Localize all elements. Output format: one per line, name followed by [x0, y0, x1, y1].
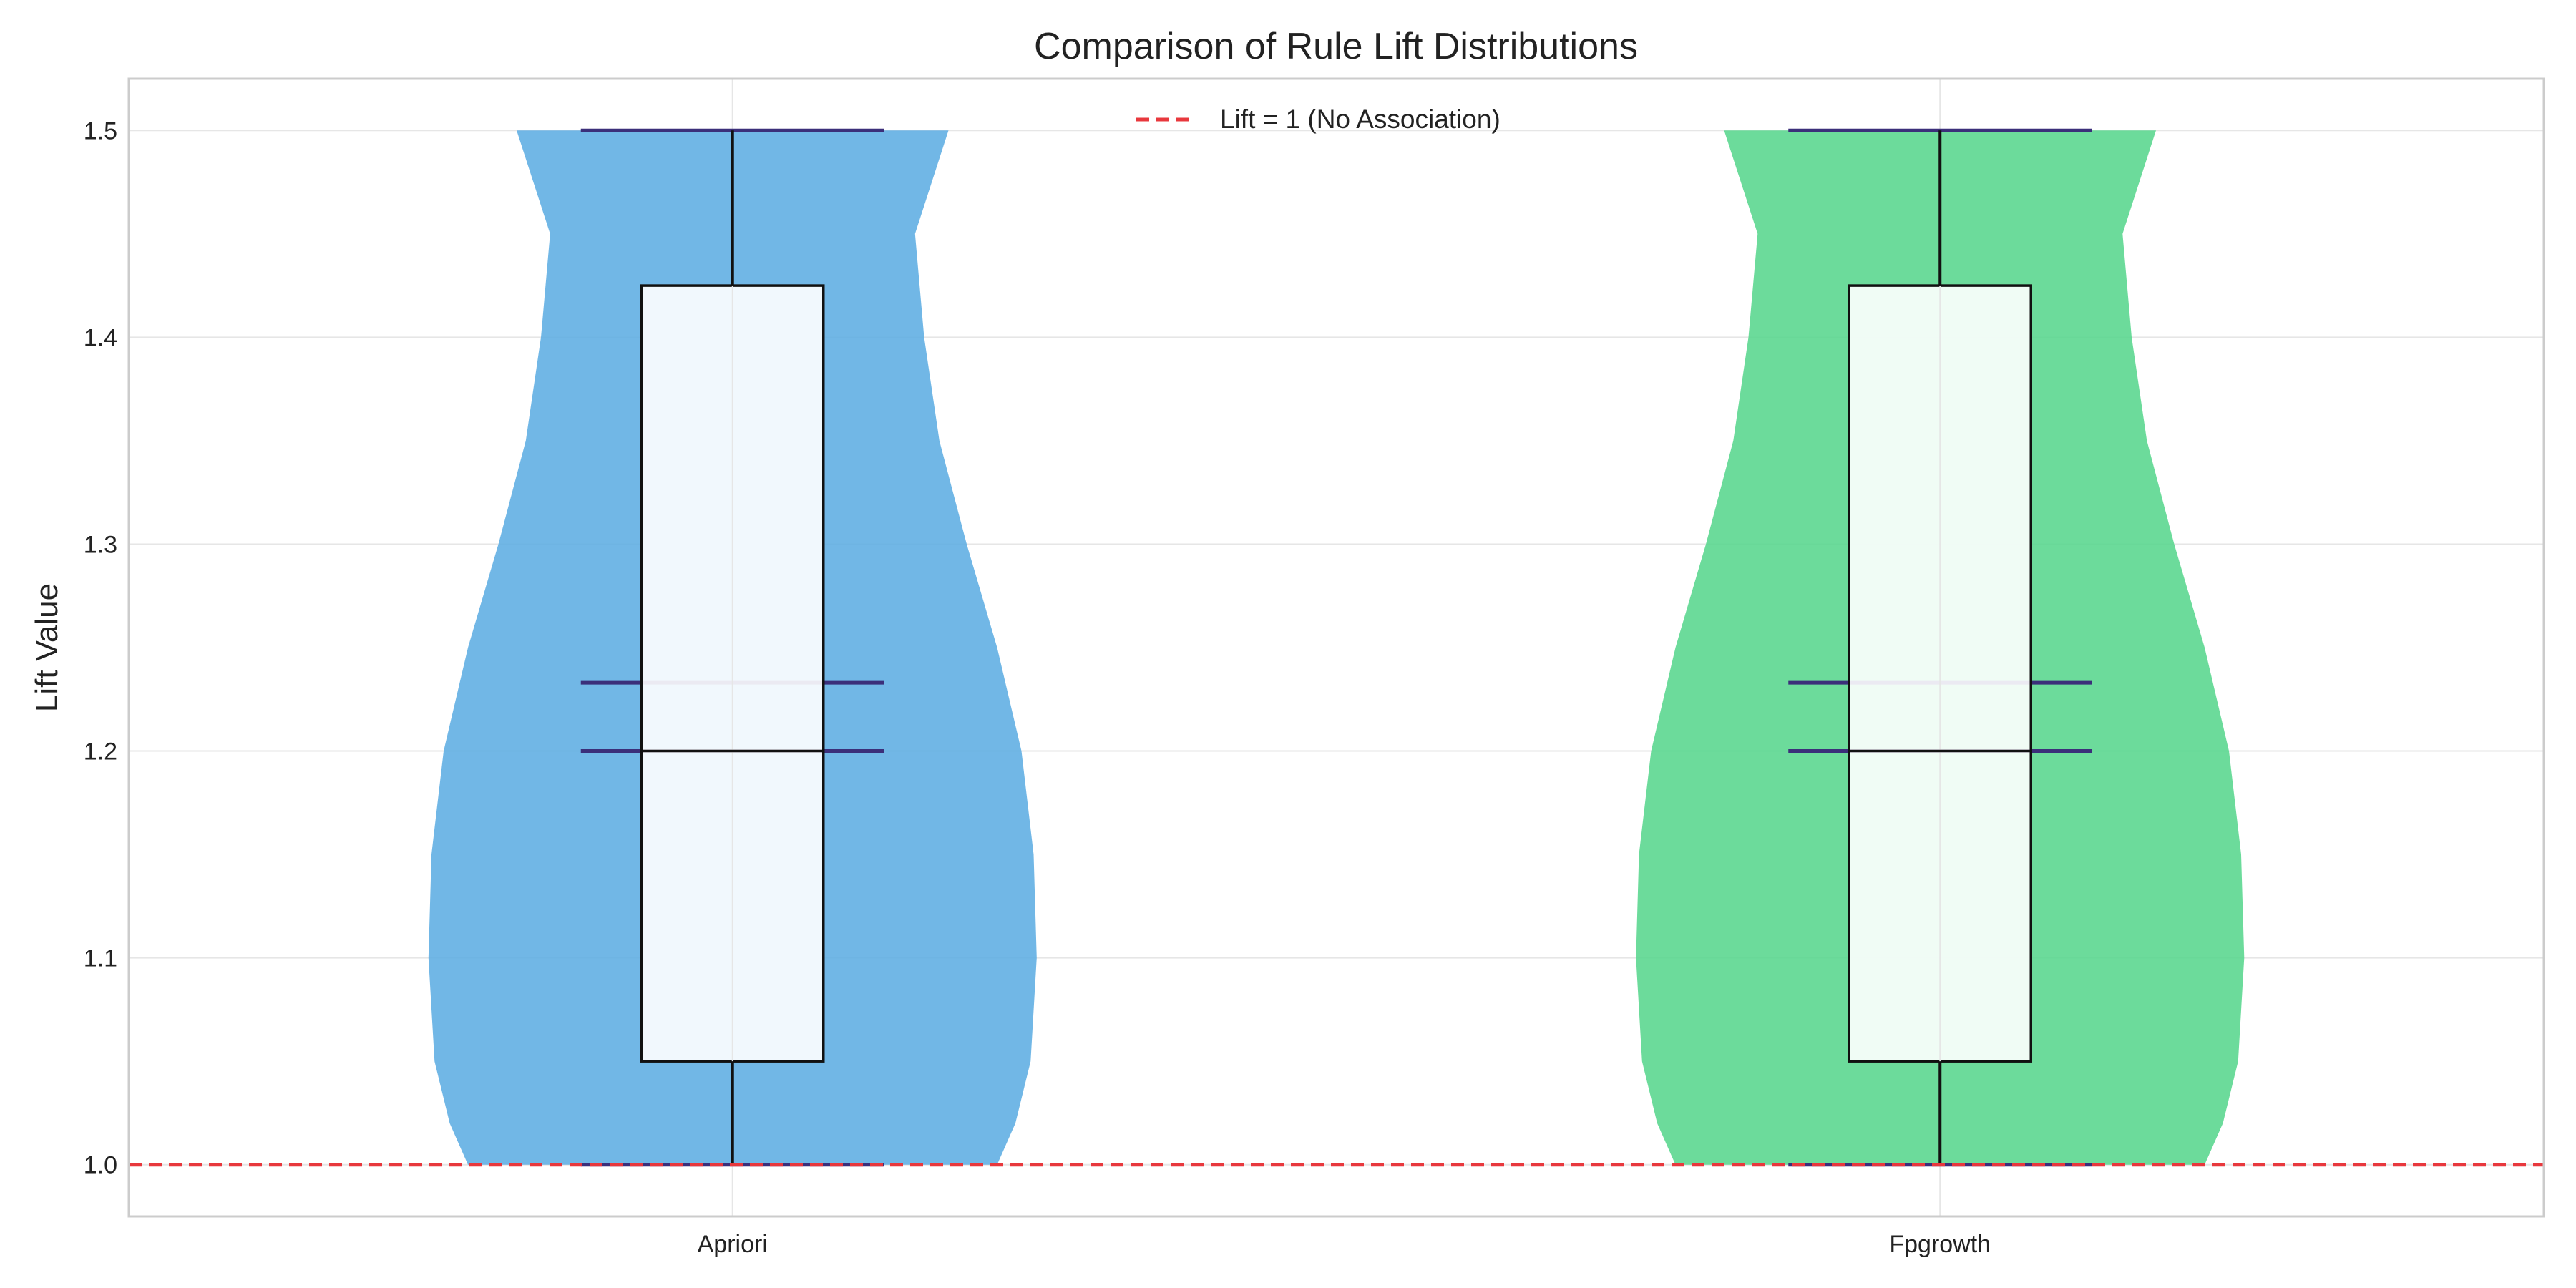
legend: Lift = 1 (No Association)	[1136, 104, 1501, 134]
chart-title: Comparison of Rule Lift Distributions	[1034, 26, 1638, 67]
x-tick-label: Apriori	[698, 1231, 768, 1258]
y-tick-label: 1.0	[84, 1152, 117, 1179]
y-tick-label: 1.2	[84, 738, 117, 766]
boxplots	[640, 130, 2032, 1165]
x-tick-label: Fpgrowth	[1889, 1231, 1991, 1258]
axis-ticks: 1.0 1.1 1.2 1.3 1.4 1.5 Apriori Fpgrowth	[84, 117, 1991, 1258]
y-axis-label: Lift Value	[29, 583, 64, 712]
y-tick-label: 1.1	[84, 945, 117, 972]
y-tick-label: 1.5	[84, 117, 117, 145]
plot-frame	[127, 77, 2545, 1218]
y-tick-label: 1.4	[84, 324, 117, 351]
legend-label-reference-line: Lift = 1 (No Association)	[1220, 104, 1501, 134]
y-tick-label: 1.3	[84, 531, 117, 558]
